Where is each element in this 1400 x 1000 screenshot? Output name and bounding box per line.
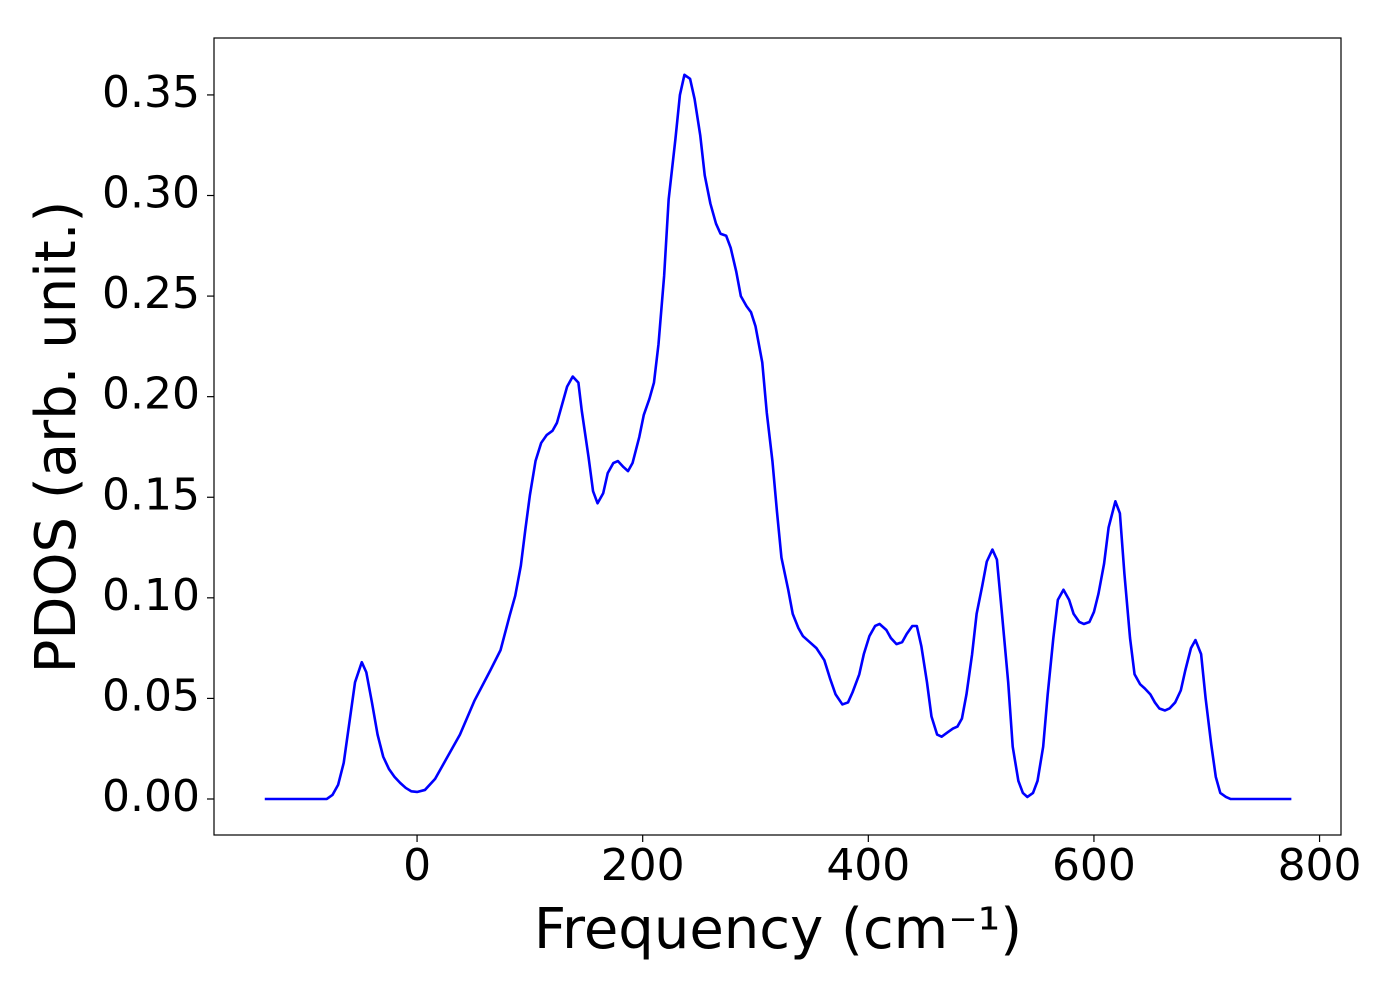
y-tick-label: 0.20: [102, 369, 200, 420]
y-tick-label: 0.30: [102, 168, 200, 219]
x-tick-label: 200: [601, 840, 685, 891]
y-tick-label: 0.05: [102, 670, 200, 721]
y-tick-label: 0.10: [102, 570, 200, 621]
x-axis-label: Frequency (cm⁻¹): [534, 897, 1022, 962]
x-tick-label: 0: [403, 840, 431, 891]
x-tick-label: 400: [826, 840, 910, 891]
x-tick-label: 600: [1052, 840, 1136, 891]
y-tick-label: 0.35: [102, 67, 200, 118]
y-tick-label: 0.15: [102, 469, 200, 520]
y-axis-label: PDOS (arb. unit.): [24, 201, 89, 674]
y-tick-label: 0.00: [102, 771, 200, 822]
plot-frame: [213, 37, 1342, 836]
x-tick-label: 800: [1278, 840, 1362, 891]
y-tick-label: 0.25: [102, 268, 200, 319]
line-series: [264, 73, 1292, 801]
